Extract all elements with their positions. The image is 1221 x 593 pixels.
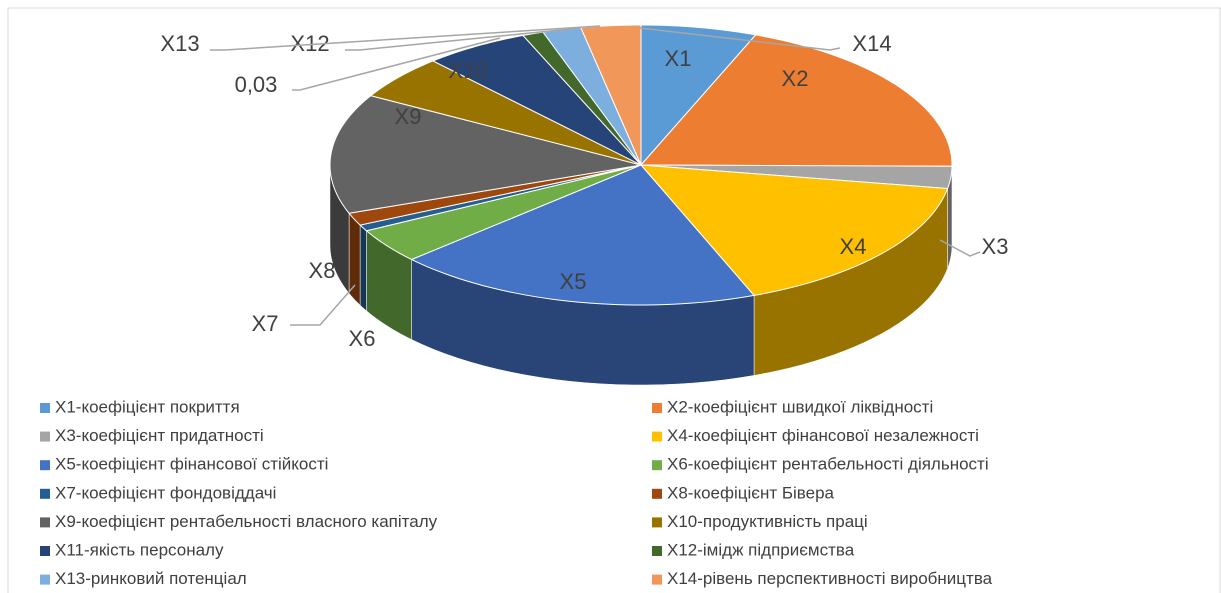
- slice: [329, 95, 642, 214]
- leader-line: [345, 27, 581, 51]
- legend-swatch: [40, 403, 50, 413]
- leader-line: [639, 27, 841, 51]
- slice: [640, 24, 757, 167]
- legend-label: X14-рівень перспективності виробництва: [667, 569, 993, 588]
- legend-label: X5-коефіцієнт фінансової стійкості: [55, 455, 328, 474]
- slice: [348, 164, 642, 226]
- legend-swatch: [40, 517, 50, 528]
- legend-label: X4-коефіцієнт фінансової незалежності: [667, 426, 979, 445]
- legend-swatch: [40, 574, 50, 585]
- legend-label: X3-коефіцієнт придатності: [55, 426, 264, 445]
- data-label: X10: [448, 58, 487, 83]
- slice: [639, 34, 953, 167]
- legend-swatch: [652, 546, 662, 556]
- chart-border: [7, 7, 1221, 593]
- slice-side: [359, 224, 367, 312]
- slice: [410, 164, 755, 306]
- slice: [359, 164, 642, 232]
- slice: [365, 164, 642, 261]
- leader-line: [939, 239, 981, 257]
- legend-label: X2-коефіцієнт швидкої ліквідності: [667, 397, 933, 416]
- data-label: X3: [982, 234, 1009, 259]
- slice: [431, 34, 642, 166]
- legend-swatch: [652, 403, 662, 413]
- data-label: X5: [560, 269, 587, 294]
- legend-swatch: [652, 488, 662, 499]
- legend-swatch: [652, 574, 662, 585]
- data-label: X4: [840, 234, 867, 259]
- data-label: X14: [852, 31, 891, 56]
- legend-swatch: [40, 488, 50, 499]
- slice-side: [348, 212, 361, 306]
- legend-swatch: [652, 517, 662, 528]
- data-label: 0,03: [235, 72, 278, 97]
- legend-label: X1-коефіцієнт покриття: [55, 397, 240, 416]
- legend-label: X8-коефіцієнт Бівера: [667, 483, 835, 502]
- legend-label: X6-коефіцієнт рентабельності діяльності: [667, 455, 989, 474]
- data-label: X7: [252, 311, 279, 336]
- legend-label: X13-ринковий потенціал: [55, 569, 247, 588]
- data-label: X8: [309, 258, 336, 283]
- legend-swatch: [40, 460, 50, 471]
- legend-label: X10-продуктивність праці: [667, 512, 868, 531]
- legend-swatch: [652, 460, 662, 471]
- data-label: X9: [395, 104, 422, 129]
- legend-label: X11-якість персоналу: [55, 540, 224, 559]
- legend-swatch: [652, 431, 662, 442]
- data-label: X6: [349, 326, 376, 351]
- data-label: X1: [665, 46, 692, 71]
- legend-label: X12-імідж підприємства: [667, 540, 855, 559]
- leader-line: [290, 284, 356, 326]
- leader-line: [292, 37, 501, 91]
- legend-label: X9-коефіцієнт рентабельності власного ка…: [55, 512, 438, 531]
- data-label: X13: [160, 31, 199, 56]
- data-label: X2: [782, 66, 809, 91]
- legend-swatch: [40, 431, 50, 442]
- slice: [639, 164, 949, 296]
- legend-label: X7-коефіцієнт фондовіддачі: [55, 483, 276, 502]
- slice: [369, 60, 642, 166]
- legend-swatch: [40, 546, 50, 556]
- leader-line: [210, 25, 601, 51]
